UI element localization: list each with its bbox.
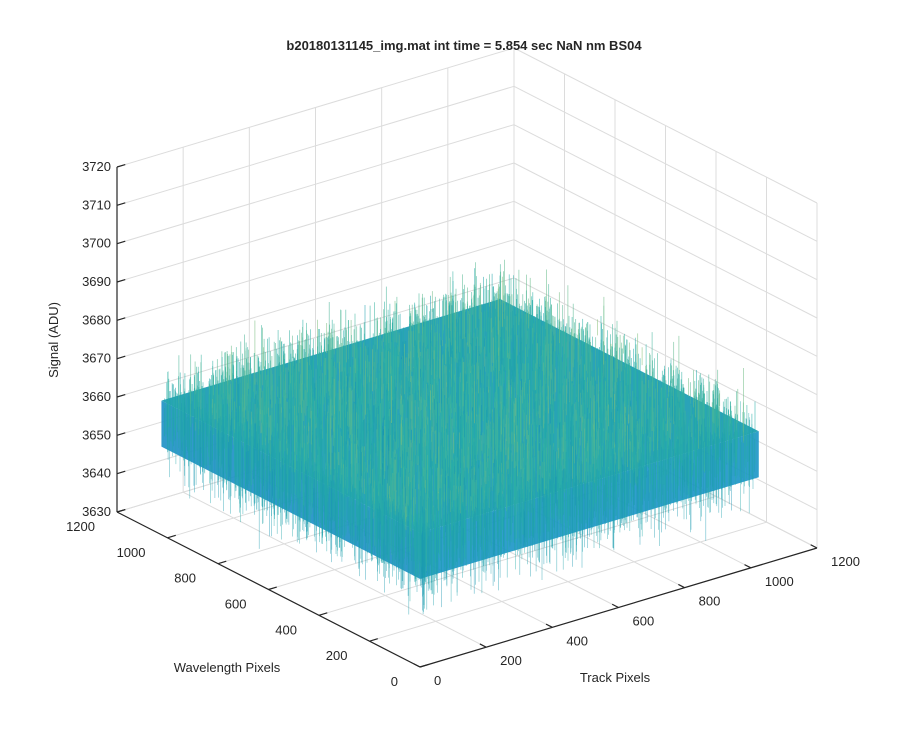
grid-line [513,85,818,242]
grid-line [513,124,818,281]
grid-line [116,277,515,398]
surface-plot [161,259,759,615]
grid-line [513,47,818,204]
grid-line [116,239,515,360]
grid-line [513,239,818,396]
grid-line [116,85,515,206]
grid-line [116,162,515,283]
grid-line [116,124,515,245]
grid-line [513,200,818,357]
grid-line [369,521,767,642]
grid-line [116,200,515,321]
grid-line [513,277,818,434]
grid-line [513,162,818,319]
grid-line [116,47,515,168]
grid-line [318,495,717,616]
